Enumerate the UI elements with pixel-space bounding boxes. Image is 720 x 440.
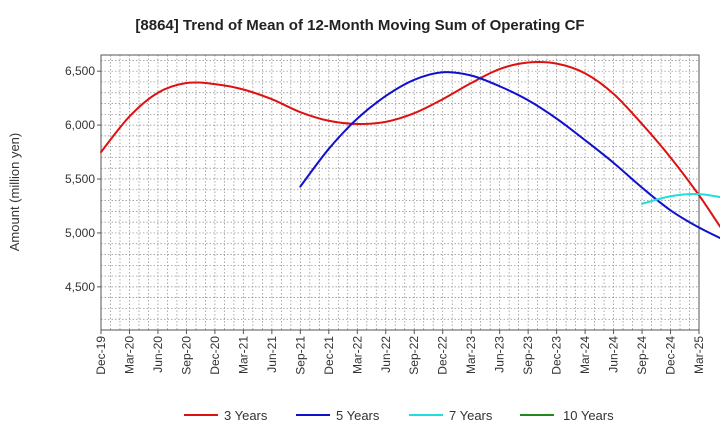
series-line-5-years xyxy=(299,71,720,240)
x-tick-label: Sep-23 xyxy=(521,336,535,375)
legend-label-5-years: 5 Years xyxy=(336,408,380,423)
legend-item-7-years: 7 Years xyxy=(409,408,493,423)
x-tick-label: Mar-23 xyxy=(464,336,478,374)
y-tick-label: 4,500 xyxy=(65,280,95,294)
legend-label-7-years: 7 Years xyxy=(449,408,493,423)
x-tick-label: Mar-25 xyxy=(692,336,706,374)
series-line-3-years xyxy=(100,61,720,229)
x-tick-label: Jun-23 xyxy=(493,336,507,373)
x-tick-label: Dec-20 xyxy=(208,336,222,375)
x-tick-label: Jun-21 xyxy=(265,336,279,373)
x-tick-label: Dec-23 xyxy=(550,336,564,375)
x-tick-label: Mar-21 xyxy=(236,336,250,374)
legend-item-10-years: 10 Years xyxy=(520,408,614,423)
y-tick-label: 6,500 xyxy=(65,64,95,78)
x-tick-label: Sep-21 xyxy=(293,336,307,375)
x-tick-label: Jun-20 xyxy=(151,336,165,373)
legend: 3 Years 5 Years 7 Years 10 Years xyxy=(184,408,614,423)
x-tick-label: Dec-21 xyxy=(322,336,336,375)
y-axis: 4,500 5,000 5,500 6,000 6,500 xyxy=(65,64,101,294)
chart-title: [8864] Trend of Mean of 12-Month Moving … xyxy=(135,17,584,34)
series-lines xyxy=(100,61,720,240)
plot-area xyxy=(100,54,700,331)
x-tick-label: Dec-24 xyxy=(664,336,678,375)
y-tick-label: 5,500 xyxy=(65,172,95,186)
x-tick-label: Jun-22 xyxy=(379,336,393,373)
x-tick-label: Jun-24 xyxy=(607,336,621,373)
x-tick-label: Mar-22 xyxy=(350,336,364,374)
x-tick-label: Dec-19 xyxy=(94,336,108,375)
legend-item-3-years: 3 Years xyxy=(184,408,268,423)
x-axis: Dec-19 Mar-20 Jun-20 Sep-20 Dec-20 Mar-21 Jun-… xyxy=(94,330,706,375)
legend-item-5-years: 5 Years xyxy=(296,408,380,423)
series-line-7-years xyxy=(641,193,720,205)
x-tick-label: Sep-24 xyxy=(635,336,649,375)
y-tick-label: 5,000 xyxy=(65,226,95,240)
y-axis-label: Amount (million yen) xyxy=(7,133,22,252)
x-tick-label: Dec-22 xyxy=(436,336,450,375)
y-tick-label: 6,000 xyxy=(65,118,95,132)
x-tick-label: Sep-20 xyxy=(179,336,193,375)
legend-label-10-years: 10 Years xyxy=(563,408,614,423)
legend-label-3-years: 3 Years xyxy=(224,408,268,423)
x-tick-label: Sep-22 xyxy=(407,336,421,375)
grid xyxy=(101,55,699,331)
x-tick-label: Mar-24 xyxy=(578,336,592,374)
x-tick-label: Mar-20 xyxy=(122,336,136,374)
